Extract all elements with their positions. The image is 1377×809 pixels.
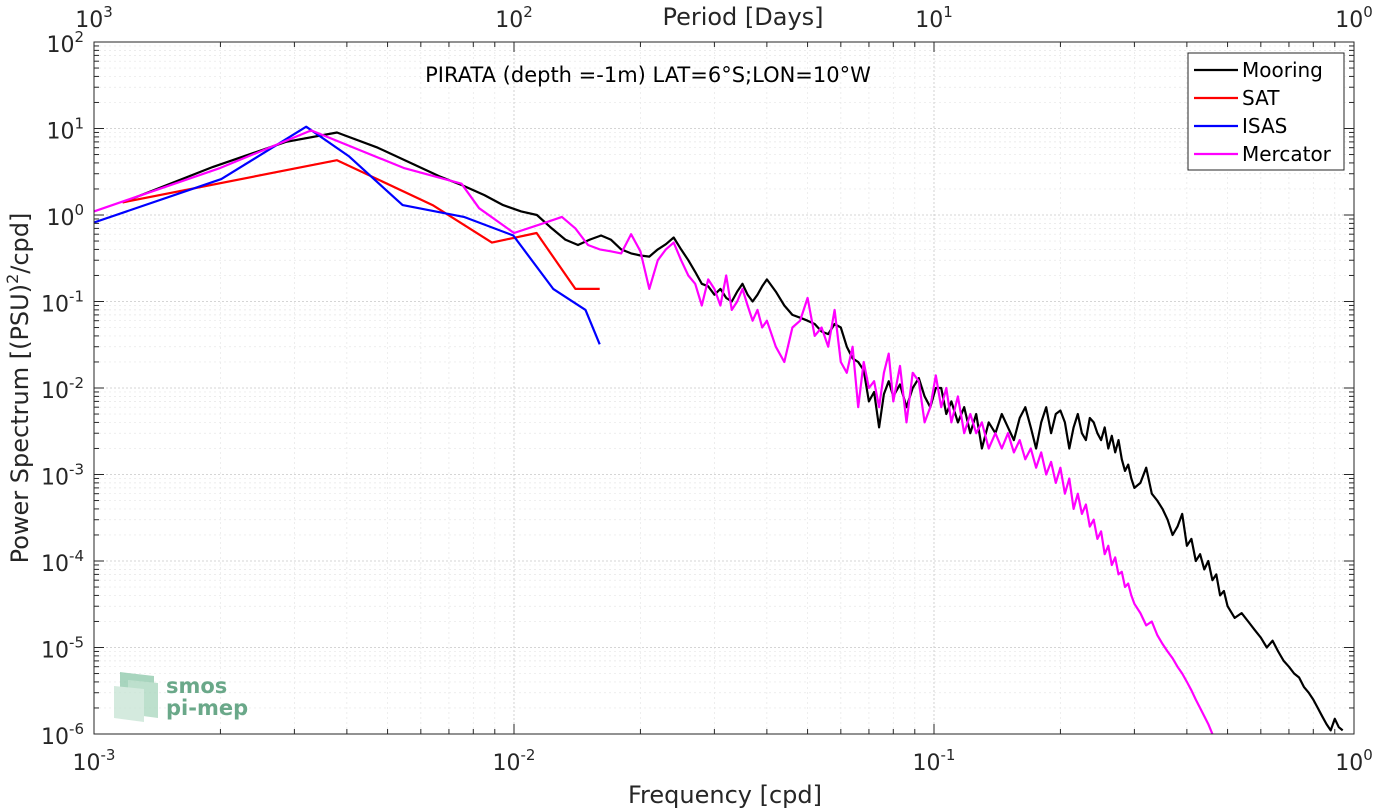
top-tick-label-base: 10 bbox=[1335, 8, 1363, 33]
x-tick-label-exponent: -1 bbox=[941, 746, 956, 764]
top-tick-label-exponent: 2 bbox=[523, 3, 533, 21]
logo-text-pimep: pi-mep bbox=[166, 696, 248, 720]
top-tick-label-base: 10 bbox=[495, 8, 523, 33]
y-tick-label-base: 10 bbox=[46, 206, 74, 231]
x-tick-label: 100 bbox=[1335, 746, 1373, 776]
top-axis-label: Period [Days] bbox=[662, 3, 823, 31]
y-tick-label: 10-4 bbox=[41, 547, 84, 577]
y-tick-label-base: 10 bbox=[41, 379, 69, 404]
y-tick-label-base: 10 bbox=[41, 293, 69, 318]
y-tick-label-base: 10 bbox=[41, 639, 69, 664]
top-tick-label-exponent: 3 bbox=[103, 3, 113, 21]
y-tick-label-exponent: -2 bbox=[69, 374, 84, 392]
y-tick-label: 10-3 bbox=[41, 461, 84, 491]
top-tick-label-exponent: 1 bbox=[943, 3, 953, 21]
y-tick-label-exponent: -1 bbox=[69, 288, 84, 306]
y-tick-label-base: 10 bbox=[46, 120, 74, 145]
y-tick-label-exponent: -4 bbox=[69, 547, 84, 565]
x-tick-label-base: 10 bbox=[493, 751, 521, 776]
legend-label-mercator: Mercator bbox=[1242, 142, 1332, 166]
y-tick-label: 10-5 bbox=[41, 634, 84, 664]
top-tick-label-base: 10 bbox=[915, 8, 943, 33]
y-tick-label-exponent: -3 bbox=[69, 461, 84, 479]
legend-box bbox=[1187, 52, 1345, 171]
x-tick-labels: 10-3 10-2 10-1 100 bbox=[73, 746, 1373, 776]
x-tick-label: 10-3 bbox=[73, 746, 116, 776]
y-tick-label: 100 bbox=[46, 201, 84, 231]
x-tick-label-base: 10 bbox=[913, 751, 941, 776]
y-tick-label: 10-6 bbox=[41, 720, 84, 750]
y-tick-label: 10-1 bbox=[41, 288, 84, 318]
top-tick-labels: 103 102 101 100 bbox=[75, 3, 1373, 33]
logo-mark bbox=[114, 672, 158, 722]
series-line-mercator bbox=[94, 129, 1214, 734]
legend-label-mooring: Mooring bbox=[1242, 58, 1323, 82]
x-tick-label-exponent: -3 bbox=[101, 746, 116, 764]
y-tick-label-base: 10 bbox=[46, 33, 74, 58]
tick-marks bbox=[93, 41, 1355, 735]
legend: Mooring SAT ISAS Mercator bbox=[1187, 52, 1345, 171]
series-line-isas bbox=[94, 125, 601, 345]
legend-label-sat: SAT bbox=[1242, 86, 1280, 110]
top-tick-label: 101 bbox=[915, 3, 953, 33]
x-tick-label-exponent: -2 bbox=[521, 746, 536, 764]
logo-text-smos: smos bbox=[166, 674, 227, 698]
y-tick-label-base: 10 bbox=[41, 725, 69, 750]
legend-label-isas: ISAS bbox=[1242, 114, 1287, 138]
top-tick-label: 103 bbox=[75, 3, 113, 33]
x-tick-label-exponent: 0 bbox=[1363, 746, 1373, 764]
y-axis-label: Power Spectrum [(PSU)2/cpd] bbox=[3, 213, 34, 564]
y-tick-label-exponent: 1 bbox=[74, 115, 84, 133]
x-tick-label-base: 10 bbox=[73, 751, 101, 776]
y-tick-label: 102 bbox=[46, 28, 84, 58]
top-tick-label-exponent: 0 bbox=[1363, 3, 1373, 21]
y-axis-label-main: Power Spectrum [(PSU) bbox=[6, 284, 34, 563]
y-tick-label-base: 10 bbox=[41, 552, 69, 577]
y-tick-label-exponent: 0 bbox=[74, 201, 84, 219]
x-tick-label: 10-1 bbox=[913, 746, 956, 776]
y-axis-label-sup: 2 bbox=[3, 274, 22, 284]
y-tick-label-base: 10 bbox=[41, 466, 69, 491]
x-axis-label: Frequency [cpd] bbox=[628, 781, 822, 809]
top-tick-label: 100 bbox=[1335, 3, 1373, 33]
x-tick-label: 10-2 bbox=[493, 746, 536, 776]
series-layer bbox=[94, 125, 1344, 734]
series-line-sat bbox=[122, 159, 600, 290]
y-tick-label: 10-2 bbox=[41, 374, 84, 404]
top-tick-label-base: 10 bbox=[75, 8, 103, 33]
y-axis-label-tail: /cpd] bbox=[6, 213, 34, 274]
top-tick-label: 102 bbox=[495, 3, 533, 33]
x-tick-label-base: 10 bbox=[1335, 751, 1363, 776]
y-tick-label: 101 bbox=[46, 115, 84, 145]
y-tick-label-exponent: -5 bbox=[69, 634, 84, 652]
y-tick-label-exponent: -6 bbox=[69, 720, 84, 738]
smos-logo: smos pi-mep bbox=[114, 672, 248, 722]
chart-title: PIRATA (depth =-1m) LAT=6°S;LON=10°W bbox=[425, 63, 871, 87]
y-tick-label-exponent: 2 bbox=[74, 28, 84, 46]
